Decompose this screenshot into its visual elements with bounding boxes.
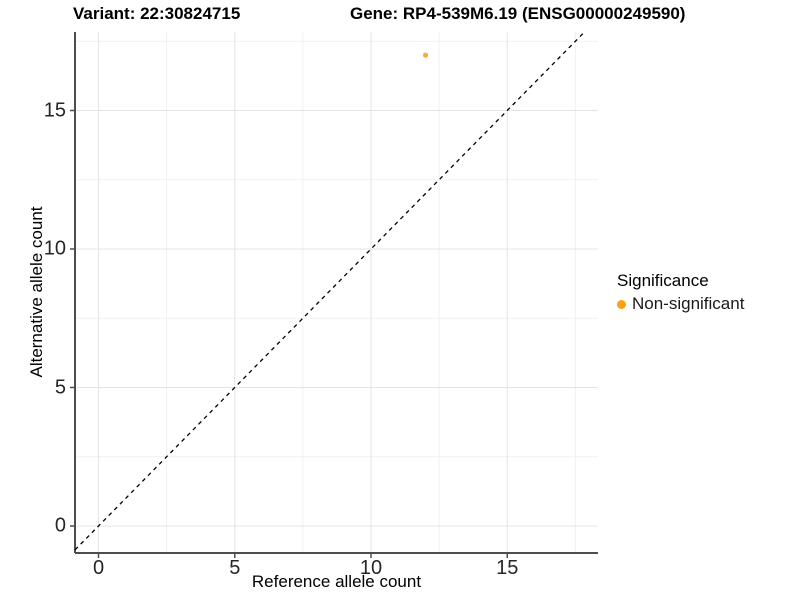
y-axis-title: Alternative allele count xyxy=(27,206,46,378)
legend-point-icon xyxy=(617,299,626,309)
identity-dashed-line xyxy=(74,31,585,551)
x-axis-title: Reference allele count xyxy=(251,572,422,591)
x-tick-label: 5 xyxy=(229,557,241,579)
legend-item-label: Non-significant xyxy=(632,294,745,313)
legend-item-non-significant: Non-significant xyxy=(617,294,744,314)
legend-title: Significance xyxy=(617,271,709,290)
y-tick-label: 10 xyxy=(43,237,66,260)
legend: Significance Non-significant xyxy=(617,271,744,314)
x-tick-label: 15 xyxy=(496,557,519,579)
x-tick-label: 0 xyxy=(92,557,105,579)
y-tick-label: 0 xyxy=(54,514,66,537)
x-tick-label: 10 xyxy=(359,557,383,579)
data-point xyxy=(422,52,429,58)
plot-title-variant: Variant: 22:30824715 xyxy=(73,4,241,23)
y-tick-label: 15 xyxy=(43,99,66,121)
plot-title-gene: Gene: RP4-539M6.19 (ENSG00000249590) xyxy=(350,4,686,23)
y-tick-label: 5 xyxy=(54,376,66,398)
